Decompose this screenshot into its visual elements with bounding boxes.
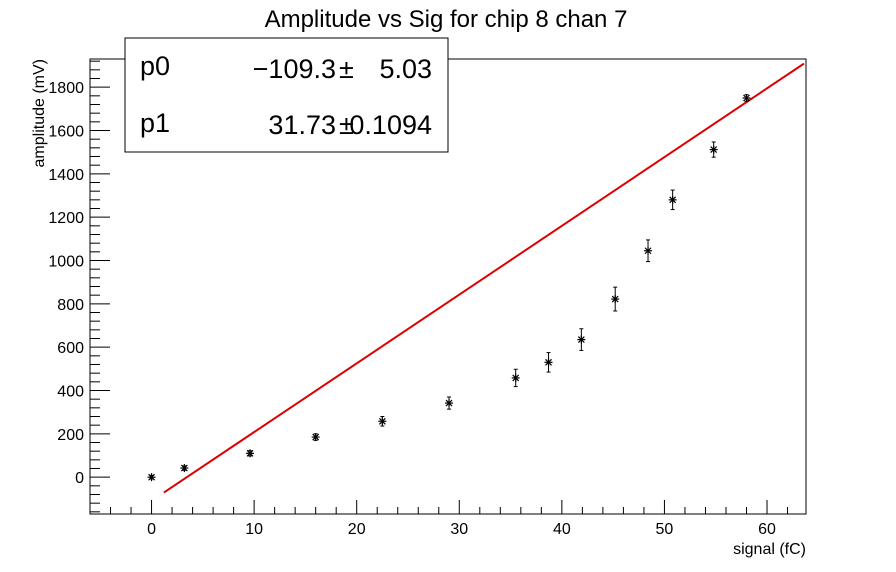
marker-stroke (743, 94, 750, 102)
marker-stroke (378, 417, 386, 425)
data-point (445, 396, 454, 410)
x-tick-label: 50 (656, 521, 674, 538)
marker-stroke (710, 146, 718, 153)
marker-stroke (180, 464, 188, 472)
x-axis: 0 10 20 30 40 50 60 (89, 500, 789, 538)
chart-title: Amplitude vs Sig for chip 8 chan 7 (265, 6, 628, 33)
data-point (611, 286, 620, 312)
marker-stroke (644, 247, 652, 255)
stat-p0-name: p0 (140, 51, 170, 81)
marker-stroke (246, 449, 254, 457)
y-axis-label: amplitude (mV) (31, 59, 48, 167)
marker-stroke (445, 399, 453, 407)
data-point (378, 416, 387, 427)
stat-p0-error: 5.03 (379, 54, 432, 84)
x-tick-label: 40 (553, 521, 571, 538)
data-point (668, 189, 677, 211)
marker-stroke (577, 336, 585, 344)
y-tick-label: 400 (57, 384, 84, 401)
stat-p0-value: −109.3 (253, 54, 336, 84)
x-tick-label: 10 (245, 521, 263, 538)
stat-p0-pm: ± (339, 54, 354, 84)
data-point (644, 239, 653, 263)
x-tick-label: 60 (758, 521, 776, 538)
marker-stroke (148, 473, 155, 481)
y-tick-label: 1800 (48, 80, 84, 97)
x-axis-label: signal (fC) (733, 541, 806, 558)
y-tick-label: 1200 (48, 210, 84, 227)
marker-stroke (312, 433, 320, 441)
stat-p1-name: p1 (140, 108, 170, 138)
data-point (709, 141, 718, 158)
stat-p1-value: 31.73 (268, 110, 336, 140)
y-tick-label: 1000 (48, 254, 84, 271)
stat-p1-error: 0.1094 (349, 110, 432, 140)
data-point (577, 328, 586, 351)
y-tick-label: 1600 (48, 124, 84, 141)
marker-stroke (669, 196, 677, 204)
stats-box: p0 −109.3 ± 5.03 p1 31.73 ± 0.1094 (124, 37, 449, 153)
data-point (544, 352, 553, 373)
x-tick-label: 0 (147, 521, 156, 538)
marker-stroke (512, 374, 520, 382)
data-points (147, 94, 751, 482)
data-point (311, 433, 320, 442)
data-point (180, 464, 189, 473)
marker-stroke (611, 295, 619, 303)
data-point (742, 94, 751, 102)
x-tick-label: 20 (348, 521, 366, 538)
fit-line-group (163, 62, 805, 494)
y-tick-label: 600 (57, 340, 84, 357)
marker-stroke (545, 358, 552, 366)
data-point (511, 368, 520, 388)
y-tick-label: 1400 (48, 167, 84, 184)
y-tick-label: 800 (57, 297, 84, 314)
stats-box-frame (124, 37, 449, 153)
y-tick-label: 200 (57, 427, 84, 444)
stat-p1-pm: ± (339, 110, 354, 140)
y-tick-label: 0 (75, 470, 84, 487)
x-tick-label: 30 (450, 521, 468, 538)
data-point (246, 449, 255, 458)
y-axis: 0 200 400 600 800 1000 1200 1400 1600 1800 (48, 60, 110, 513)
fit-line (163, 62, 805, 494)
data-point (147, 473, 156, 482)
